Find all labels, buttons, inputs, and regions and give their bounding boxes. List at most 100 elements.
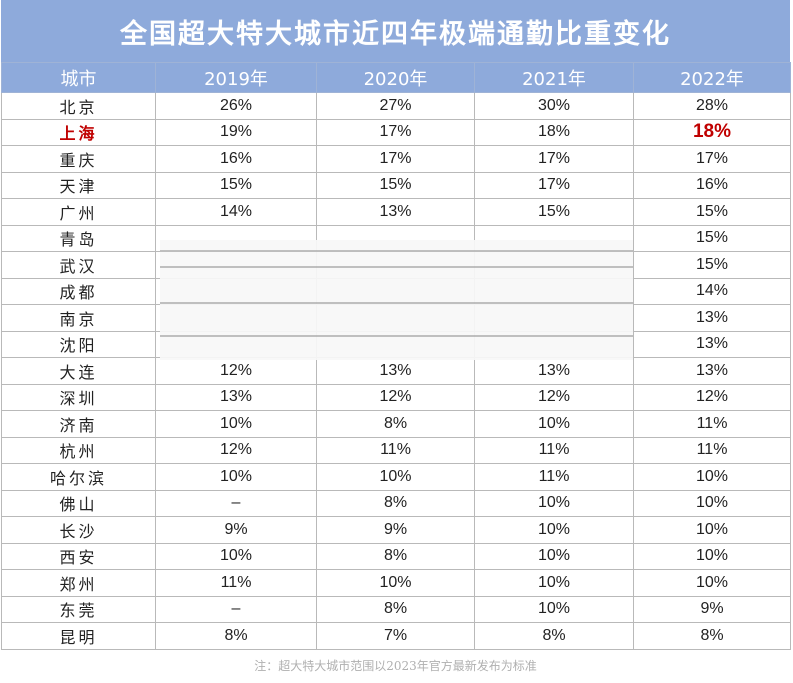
value-cell: 26% [155, 92, 317, 120]
value-cell: 13% [633, 330, 791, 358]
city-cell: 天津 [1, 171, 156, 199]
value-cell: 13% [316, 357, 475, 385]
value-cell: 30% [474, 92, 634, 120]
city-cell: 昆明 [1, 622, 156, 650]
city-cell: 成都 [1, 277, 156, 305]
obscured-region [160, 240, 633, 360]
value-cell: 8% [316, 542, 475, 570]
table-row: 杭州 12% 11% 11% 11% [1, 436, 791, 464]
table-row: 济南 10% 8% 10% 11% [1, 410, 791, 438]
value-cell: 12% [633, 383, 791, 411]
table-row: 天津 15% 15% 17% 16% [1, 171, 791, 199]
column-header-city: 城市 [1, 62, 156, 93]
table-row: 东莞 –8% 10% 9% [1, 595, 791, 623]
value-cell: 13% [633, 357, 791, 385]
value-cell: 17% [316, 145, 475, 173]
value-cell: 8% [316, 595, 475, 623]
value-cell: 13% [633, 304, 791, 332]
value-cell: 14% [155, 198, 317, 226]
value-cell: 19% [155, 118, 317, 146]
table-row: 重庆 16% 17% 17% 17% [1, 145, 791, 173]
city-cell: 大连 [1, 357, 156, 385]
value-cell: 15% [633, 198, 791, 226]
value-cell: 13% [474, 357, 634, 385]
value-cell: 8% [155, 622, 317, 650]
city-cell: 北京 [1, 92, 156, 120]
value-cell: 15% [155, 171, 317, 199]
city-cell: 青岛 [1, 224, 156, 252]
value-cell: 10% [474, 516, 634, 544]
value-cell: 9% [316, 516, 475, 544]
value-cell: 11% [316, 436, 475, 464]
value-cell: 15% [316, 171, 475, 199]
value-cell: 10% [633, 569, 791, 597]
value-cell: 11% [633, 410, 791, 438]
value-cell: 10% [474, 569, 634, 597]
value-cell: 8% [316, 489, 475, 517]
table-row: 昆明 8% 7% 8% 8% [1, 622, 791, 650]
value-cell: 10% [155, 463, 317, 491]
city-cell: 佛山 [1, 489, 156, 517]
value-cell: 10% [633, 463, 791, 491]
value-cell: 9% [633, 595, 791, 623]
value-cell: 15% [474, 198, 634, 226]
value-cell: 12% [474, 383, 634, 411]
value-cell: 11% [474, 463, 634, 491]
table-row: 西安 10% 8% 10% 10% [1, 542, 791, 570]
value-cell: 14% [633, 277, 791, 305]
value-cell: 10% [633, 542, 791, 570]
value-cell: 11% [474, 436, 634, 464]
table-row: 北京 26% 27% 30% 28% [1, 92, 791, 120]
value-cell: 10% [474, 595, 634, 623]
city-cell: 深圳 [1, 383, 156, 411]
value-cell: 8% [316, 410, 475, 438]
value-cell: 13% [316, 198, 475, 226]
table-row: 上海 19% 17% 18% 18% [1, 118, 791, 146]
city-cell: 广州 [1, 198, 156, 226]
value-cell: 7% [316, 622, 475, 650]
table-row: 郑州 11% 10% 10% 10% [1, 569, 791, 597]
value-cell: – [155, 489, 317, 517]
value-cell: 17% [474, 145, 634, 173]
city-cell: 东莞 [1, 595, 156, 623]
value-cell: 16% [155, 145, 317, 173]
value-cell: 10% [474, 489, 634, 517]
value-cell: – [155, 595, 317, 623]
value-cell: 12% [155, 436, 317, 464]
city-cell: 杭州 [1, 436, 156, 464]
city-cell: 南京 [1, 304, 156, 332]
value-cell: 17% [474, 171, 634, 199]
city-cell: 郑州 [1, 569, 156, 597]
value-cell: 10% [633, 516, 791, 544]
column-header-year: 2021年 [474, 62, 634, 93]
value-cell: 27% [316, 92, 475, 120]
value-cell: 10% [155, 542, 317, 570]
value-cell: 10% [316, 569, 475, 597]
city-cell: 沈阳 [1, 330, 156, 358]
value-cell: 10% [474, 542, 634, 570]
table-row: 深圳 13% 12% 12% 12% [1, 383, 791, 411]
value-cell: 8% [633, 622, 791, 650]
table-row: 佛山 –8% 10% 10% [1, 489, 791, 517]
city-cell: 武汉 [1, 251, 156, 279]
value-cell: 12% [316, 383, 475, 411]
column-header-year: 2019年 [155, 62, 317, 93]
value-cell: 12% [155, 357, 317, 385]
value-cell: 10% [474, 410, 634, 438]
value-cell: 10% [316, 463, 475, 491]
city-cell: 西安 [1, 542, 156, 570]
table-row: 大连 12% 13% 13% 13% [1, 357, 791, 385]
table-title: 全国超大特大城市近四年极端通勤比重变化 [1, 0, 790, 62]
city-cell: 哈尔滨 [1, 463, 156, 491]
table-row: 哈尔滨 10% 10% 11% 10% [1, 463, 791, 491]
value-cell: 18% [633, 118, 791, 146]
header-row: 城市 2019年 2020年 2021年 2022年 [1, 62, 791, 93]
footnote: 注：超大特大城市范围以2023年官方最新发布为标准 [254, 658, 537, 673]
value-cell: 9% [155, 516, 317, 544]
city-cell: 上海 [1, 118, 156, 146]
value-cell: 10% [155, 410, 317, 438]
table-row: 广州 14% 13% 15% 15% [1, 198, 791, 226]
value-cell: 8% [474, 622, 634, 650]
value-cell: 28% [633, 92, 791, 120]
